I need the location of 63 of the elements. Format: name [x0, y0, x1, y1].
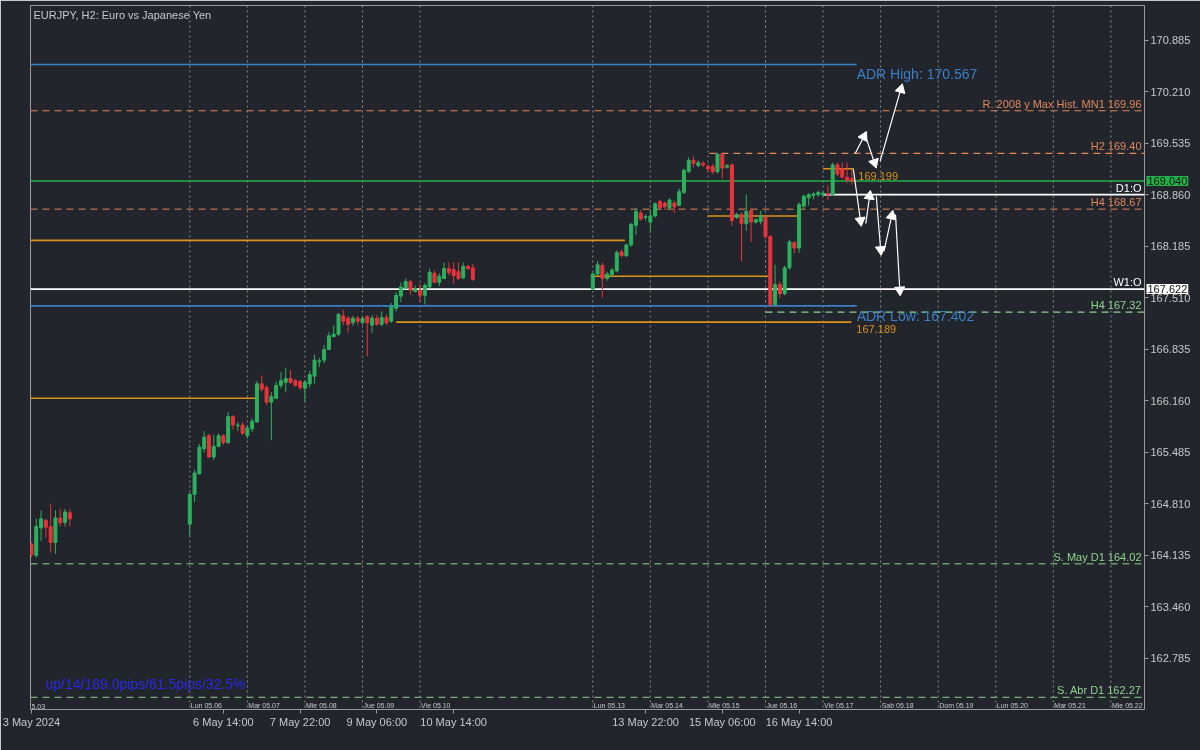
- series-label: H4 167.32: [1090, 299, 1142, 312]
- y-tick-label: 168.185: [1150, 240, 1191, 253]
- candlestick: [264, 384, 269, 406]
- candlestick: [312, 354, 317, 385]
- annotation: 169.040: [1147, 174, 1188, 187]
- y-tick-label: 168.860: [1150, 188, 1191, 201]
- point: [863, 189, 875, 201]
- ref-line-label: S. Abr D1 162.27: [1057, 684, 1141, 697]
- point: [868, 157, 879, 169]
- candlestick: [739, 211, 744, 262]
- y-tick-label: 166.835: [1150, 343, 1191, 356]
- y-tick-label: 163.460: [1150, 600, 1191, 613]
- candlestick: [370, 314, 375, 334]
- candlestick: [773, 264, 778, 308]
- point: [874, 245, 886, 256]
- annotation: 167.622: [1147, 283, 1188, 296]
- y-tick-label: 164.135: [1150, 549, 1191, 562]
- point: [885, 209, 897, 221]
- candlestick: [283, 367, 288, 393]
- candlestick: [418, 283, 423, 302]
- y-tick-label: 169.535: [1150, 137, 1191, 150]
- ref-line-label: R. 2008 y Max Hist. MN1 169.96: [982, 97, 1142, 110]
- y-tick-label: 170.885: [1150, 34, 1191, 47]
- candlestick: [365, 314, 370, 357]
- x-tick-label: 3 May 2024: [2, 715, 61, 728]
- candlestick: [715, 152, 720, 174]
- y-tick-label: 166.160: [1150, 394, 1191, 407]
- annotation: ADR Low: 167.402: [856, 307, 975, 324]
- candlestick: [350, 315, 355, 327]
- x-tick-label: 6 May 14:00: [193, 715, 254, 728]
- y-tick-label: 170.210: [1150, 85, 1191, 98]
- candlestick: [749, 207, 754, 243]
- x-tick-label: 7 May 22:00: [269, 715, 331, 728]
- candlestick: [48, 503, 53, 553]
- series-label: D1:O: [1115, 181, 1142, 194]
- x-tick-label: 16 May 14:00: [765, 715, 833, 728]
- ref-line-label: H4 168.67: [1090, 196, 1142, 209]
- x-tick-label: 13 May 22:00: [612, 715, 679, 728]
- point: [854, 216, 866, 227]
- y-tick-label: 162.785: [1150, 652, 1191, 665]
- chart-title: EURJPY, H2: Euro vs Japanese Yen: [33, 8, 212, 21]
- series-label: 167.189: [856, 323, 897, 336]
- x-tick-label: 10 May 14:00: [420, 715, 487, 728]
- candlestick: [720, 152, 725, 180]
- annotation: up/14/189.0pips/61.5pips/32.5%: [45, 675, 246, 692]
- candlestick: [206, 432, 211, 459]
- x-tick-label: 15 May 06:00: [688, 715, 756, 728]
- ref-line-label: W1:O: [1113, 276, 1142, 289]
- series-label: H2 169.40: [1090, 140, 1142, 153]
- candlestick: [701, 160, 706, 168]
- point: [857, 131, 868, 143]
- y-tick-label: 165.485: [1150, 446, 1191, 459]
- series-label: 169.199: [858, 169, 899, 182]
- candlestick: [600, 262, 605, 299]
- y-tick-label: 164.810: [1150, 497, 1191, 510]
- ref-line-label: S. May D1 164.02: [1053, 550, 1142, 563]
- annotation: ADR High: 170.567: [856, 66, 978, 83]
- candlestick: [336, 312, 341, 337]
- candlestick: [744, 194, 749, 232]
- x-tick-label: 9 May 06:00: [346, 715, 408, 728]
- point: [894, 83, 906, 95]
- candlestick: [825, 185, 830, 201]
- point: [894, 286, 906, 297]
